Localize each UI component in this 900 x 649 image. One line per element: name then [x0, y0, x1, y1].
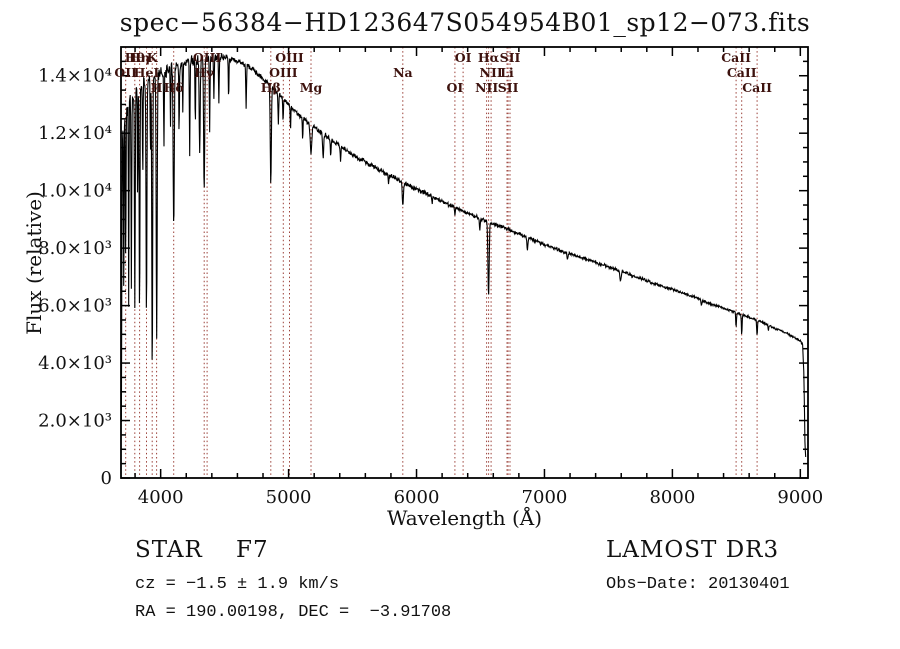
- plot-frame: [120, 46, 809, 479]
- svg-text:NII: NII: [480, 65, 503, 80]
- svg-text:Hη: Hη: [129, 50, 150, 65]
- svg-text:8000: 8000: [649, 487, 695, 508]
- svg-text:4.0×10³: 4.0×10³: [38, 353, 112, 374]
- svg-text:OIII: OIII: [269, 65, 298, 80]
- svg-text:Hα: Hα: [478, 50, 500, 65]
- svg-text:CaII: CaII: [742, 80, 772, 95]
- svg-text:OI: OI: [447, 80, 464, 95]
- survey-name: LAMOST DR3: [606, 537, 780, 563]
- svg-text:OIII: OIII: [275, 50, 304, 65]
- svg-text:K: K: [147, 50, 159, 65]
- svg-text:OII: OII: [114, 65, 137, 80]
- tick-labels: 4000 5000 6000 7000 8000 9000 0 2.0×10³ 4.0×10³ 6…: [38, 66, 823, 508]
- svg-text:OI: OI: [455, 50, 472, 65]
- spectrum-trace: [120, 53, 807, 458]
- svg-text:SII: SII: [498, 80, 519, 95]
- svg-text:6000: 6000: [394, 487, 440, 508]
- svg-text:Hβ: Hβ: [261, 80, 281, 95]
- svg-text:CaII: CaII: [721, 50, 751, 65]
- svg-text:Hγ: Hγ: [194, 65, 215, 80]
- svg-text:0: 0: [101, 468, 112, 489]
- svg-text:HeI: HeI: [134, 65, 160, 80]
- svg-text:OIII: OIII: [193, 50, 222, 65]
- obs-date-text: Obs−Date: 20130401: [606, 575, 790, 594]
- svg-text:6.0×10³: 6.0×10³: [38, 296, 112, 317]
- radial-velocity-text: cz = −1.5 ± 1.9 km/s: [135, 575, 340, 594]
- object-classification: STAR F7: [135, 537, 269, 563]
- x-axis-label: Wavelength (Å): [386, 506, 543, 530]
- svg-text:Hδ: Hδ: [164, 80, 184, 95]
- svg-text:Li: Li: [500, 65, 514, 80]
- svg-text:9000: 9000: [777, 487, 823, 508]
- svg-text:CaII: CaII: [727, 65, 757, 80]
- svg-text:NII: NII: [475, 80, 498, 95]
- spectral-line-markers: [125, 47, 758, 478]
- svg-text:Hθ: Hθ: [125, 50, 145, 65]
- svg-text:SII: SII: [500, 50, 521, 65]
- svg-text:8.0×10³: 8.0×10³: [38, 238, 112, 259]
- svg-text:H: H: [151, 80, 163, 95]
- svg-text:5000: 5000: [266, 487, 312, 508]
- svg-text:Mg: Mg: [300, 80, 323, 95]
- plot-title: spec−56384−HD123647S054954B01_sp12−073.f…: [119, 8, 811, 37]
- svg-text:1.4×10⁴: 1.4×10⁴: [38, 66, 112, 87]
- svg-text:4000: 4000: [138, 487, 184, 508]
- svg-text:7000: 7000: [522, 487, 568, 508]
- svg-text:1.2×10⁴: 1.2×10⁴: [38, 123, 112, 144]
- svg-text:2.0×10³: 2.0×10³: [38, 411, 112, 432]
- svg-text:1.0×10⁴: 1.0×10⁴: [38, 181, 112, 202]
- svg-text:Na: Na: [393, 65, 413, 80]
- coordinates-text: RA = 190.00198, DEC = −3.91708: [135, 603, 452, 622]
